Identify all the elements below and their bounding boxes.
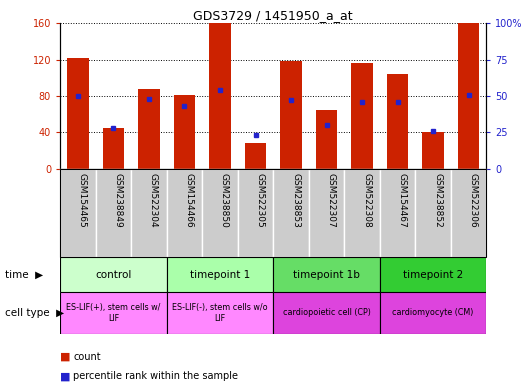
Bar (60, 292, 167, 334)
Bar (60, 169, 96, 257)
Text: ■: ■ (60, 371, 74, 381)
Bar (458, 23, 479, 169)
Text: GSM522308: GSM522308 (362, 174, 371, 228)
Text: control: control (95, 270, 132, 280)
Bar (351, 63, 373, 169)
Text: count: count (73, 352, 101, 362)
Text: cardiopoietic cell (CP): cardiopoietic cell (CP) (282, 308, 370, 318)
Text: GSM238853: GSM238853 (291, 174, 300, 228)
Bar (316, 110, 337, 169)
Text: GSM238849: GSM238849 (113, 174, 122, 228)
Text: ES-LIF(-), stem cells w/o
LIF: ES-LIF(-), stem cells w/o LIF (172, 303, 268, 323)
Text: GSM522304: GSM522304 (149, 174, 158, 228)
Text: timepoint 2: timepoint 2 (403, 270, 463, 280)
Bar (245, 143, 266, 169)
Bar (209, 23, 231, 169)
Bar (309, 169, 344, 257)
Text: cardiomyocyte (CM): cardiomyocyte (CM) (392, 308, 474, 318)
Text: GSM238850: GSM238850 (220, 174, 229, 228)
Bar (274, 169, 309, 257)
Bar (280, 61, 302, 169)
Bar (202, 169, 238, 257)
Bar (174, 95, 195, 169)
Text: GSM154466: GSM154466 (185, 174, 194, 228)
Text: GSM522305: GSM522305 (256, 174, 265, 228)
Bar (167, 169, 202, 257)
Bar (96, 169, 131, 257)
Text: GSM154465: GSM154465 (78, 174, 87, 228)
Bar (415, 169, 451, 257)
Text: GSM238852: GSM238852 (433, 174, 442, 228)
Bar (387, 74, 408, 169)
Title: GDS3729 / 1451950_a_at: GDS3729 / 1451950_a_at (194, 9, 353, 22)
Bar (423, 132, 444, 169)
Bar (138, 89, 160, 169)
Bar (167, 292, 274, 334)
Bar (238, 169, 274, 257)
Text: cell type  ▶: cell type ▶ (5, 308, 64, 318)
Bar (274, 292, 380, 334)
Text: ■: ■ (60, 352, 74, 362)
Bar (60, 257, 167, 292)
Text: percentile rank within the sample: percentile rank within the sample (73, 371, 238, 381)
Bar (451, 169, 486, 257)
Bar (274, 257, 380, 292)
Bar (380, 292, 486, 334)
Text: GSM522307: GSM522307 (326, 174, 336, 228)
Text: timepoint 1: timepoint 1 (190, 270, 250, 280)
Text: ES-LIF(+), stem cells w/
LIF: ES-LIF(+), stem cells w/ LIF (66, 303, 161, 323)
Text: timepoint 1b: timepoint 1b (293, 270, 360, 280)
Bar (67, 58, 88, 169)
Bar (167, 257, 274, 292)
Bar (131, 169, 167, 257)
Text: GSM154467: GSM154467 (397, 174, 406, 228)
Bar (380, 169, 415, 257)
Bar (103, 128, 124, 169)
Text: time  ▶: time ▶ (5, 270, 43, 280)
Bar (344, 169, 380, 257)
Text: GSM522306: GSM522306 (469, 174, 477, 228)
Bar (380, 257, 486, 292)
